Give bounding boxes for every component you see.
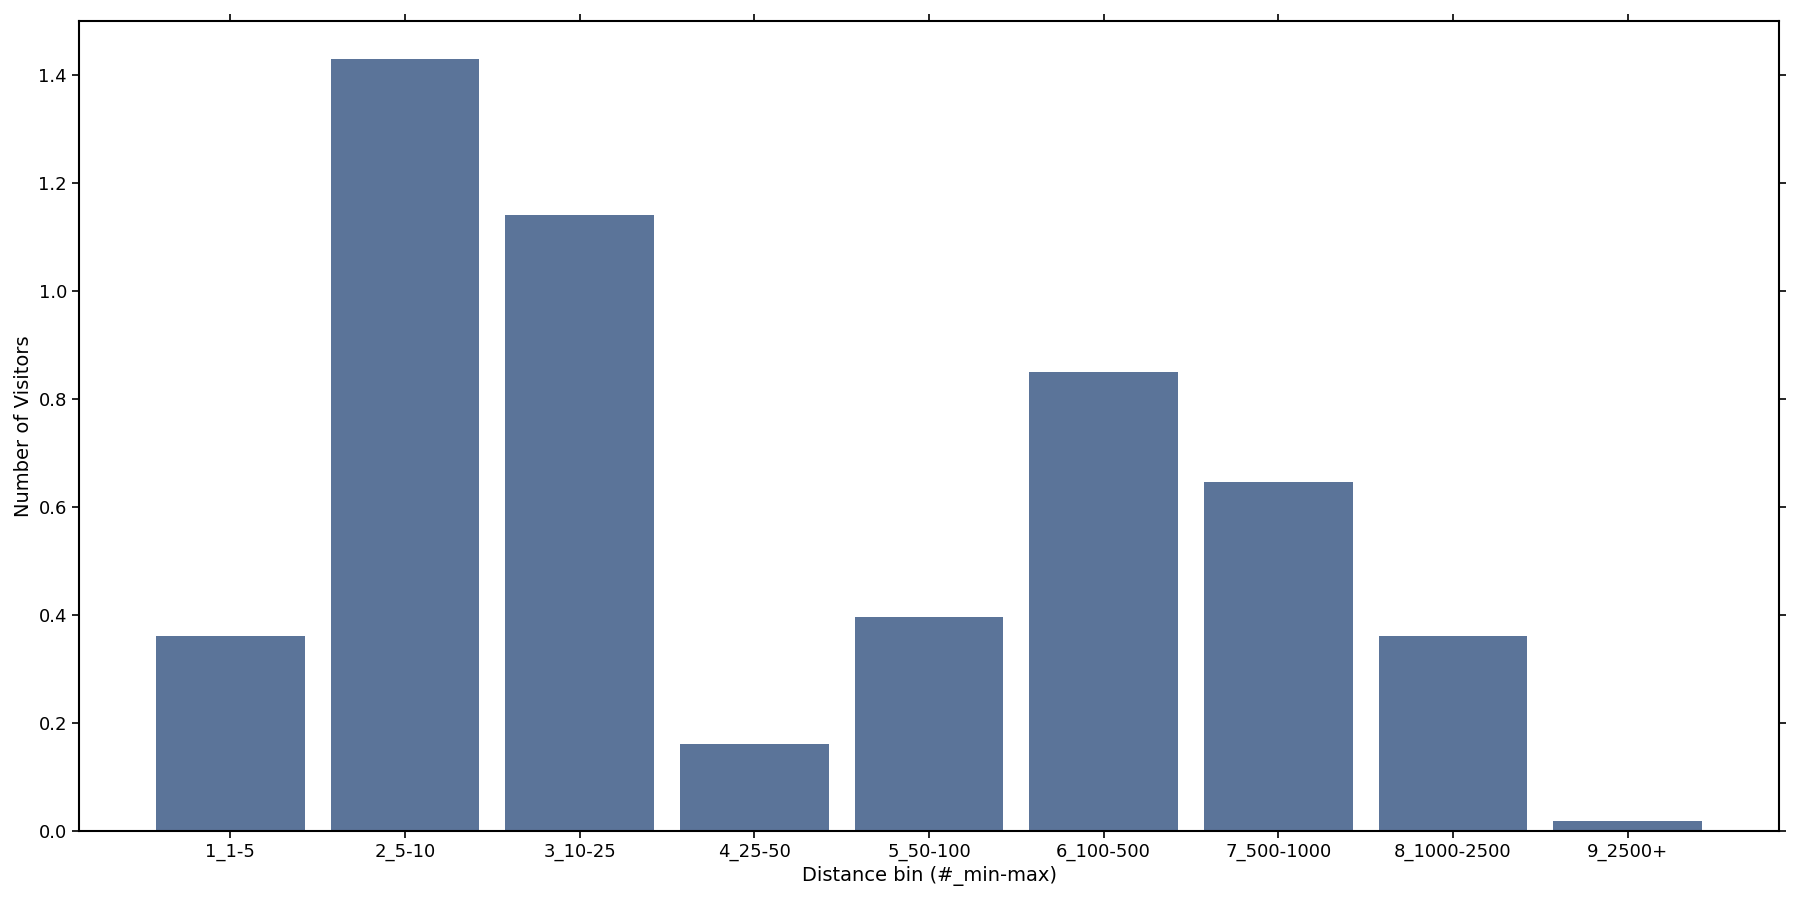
Bar	[506, 215, 653, 831]
Bar	[331, 58, 479, 831]
Bar	[1204, 482, 1352, 831]
Bar	[157, 636, 304, 831]
X-axis label: Distance bin (#_min-max): Distance bin (#_min-max)	[801, 866, 1057, 886]
Bar	[680, 744, 828, 831]
Bar	[855, 617, 1003, 831]
Y-axis label: Number of Visitors: Number of Visitors	[14, 335, 32, 517]
Bar	[1379, 636, 1526, 831]
Bar	[1553, 821, 1701, 831]
Bar	[1030, 372, 1177, 831]
